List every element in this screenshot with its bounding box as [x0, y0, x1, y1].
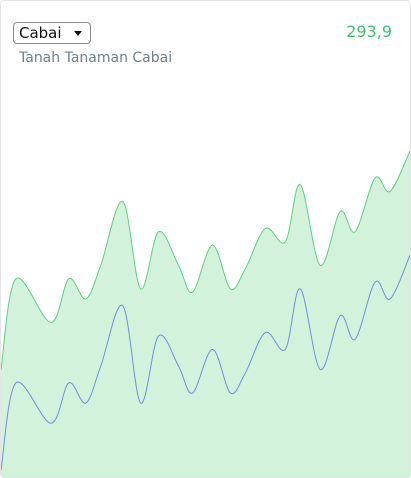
current-value: 293,9 [346, 22, 392, 41]
series-line [1, 255, 410, 471]
subtitle: Tanah Tanaman Cabai [19, 50, 173, 66]
area-fill [1, 151, 410, 477]
dropdown-label[interactable]: Cabai [19, 24, 62, 42]
dropdown[interactable]: Cabai [13, 22, 91, 44]
dropdown-caret[interactable] [73, 30, 82, 36]
series-line [1, 150, 410, 370]
